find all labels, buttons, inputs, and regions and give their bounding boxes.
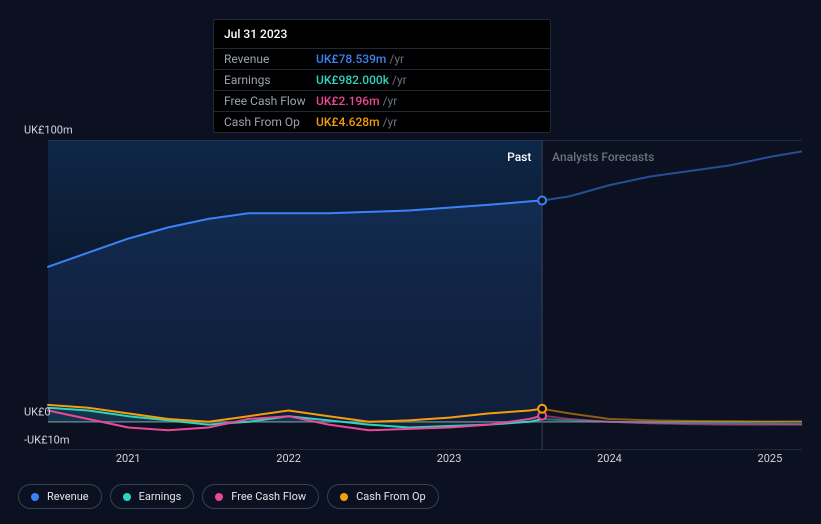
- legend-label: Free Cash Flow: [231, 490, 306, 503]
- tooltip-unit: /yr: [389, 52, 404, 66]
- financials-chart: Jul 31 2023 RevenueUK£78.539m/yrEarnings…: [0, 0, 821, 524]
- tooltip-row: RevenueUK£78.539m/yr: [214, 49, 550, 69]
- tooltip-value: UK£2.196m: [316, 94, 380, 108]
- y-axis-label: UK£100m: [24, 124, 73, 137]
- tooltip-label: Earnings: [224, 73, 316, 87]
- tooltip-unit: /yr: [392, 73, 407, 87]
- tooltip-row: EarningsUK£982.000k/yr: [214, 69, 550, 90]
- legend-swatch: [340, 493, 348, 501]
- x-axis-label: 2022: [276, 452, 301, 465]
- legend-label: Earnings: [139, 490, 182, 503]
- legend-label: Revenue: [47, 490, 89, 503]
- x-axis-label: 2024: [597, 452, 622, 465]
- legend-item-cash-from-op[interactable]: Cash From Op: [327, 484, 439, 509]
- tooltip-unit: /yr: [383, 115, 398, 129]
- plot-area[interactable]: Past Analysts Forecasts UK£100mUK£0-UK£1…: [18, 140, 802, 450]
- legend-label: Cash From Op: [356, 490, 426, 503]
- tooltip-date: Jul 31 2023: [214, 20, 550, 49]
- legend-item-free-cash-flow[interactable]: Free Cash Flow: [202, 484, 319, 509]
- forecast-label: Analysts Forecasts: [552, 150, 654, 164]
- chart-tooltip: Jul 31 2023 RevenueUK£78.539m/yrEarnings…: [213, 19, 551, 133]
- tooltip-row: Free Cash FlowUK£2.196m/yr: [214, 90, 550, 111]
- tooltip-label: Revenue: [224, 52, 316, 66]
- tooltip-value: UK£982.000k: [316, 73, 389, 87]
- y-axis-label: -UK£10m: [24, 434, 69, 447]
- chart-legend: Revenue Earnings Free Cash Flow Cash From O…: [18, 484, 439, 509]
- x-axis-label: 2025: [758, 452, 783, 465]
- chart-svg: [18, 140, 802, 450]
- legend-swatch: [31, 493, 39, 501]
- tooltip-label: Cash From Op: [224, 115, 316, 129]
- tooltip-value: UK£78.539m: [316, 52, 386, 66]
- past-label: Past: [507, 150, 531, 164]
- legend-item-revenue[interactable]: Revenue: [18, 484, 102, 509]
- x-axis-label: 2023: [437, 452, 462, 465]
- legend-swatch: [215, 493, 223, 501]
- legend-swatch: [123, 493, 131, 501]
- tooltip-value: UK£4.628m: [316, 115, 380, 129]
- tooltip-unit: /yr: [383, 94, 398, 108]
- tooltip-row: Cash From OpUK£4.628m/yr: [214, 111, 550, 132]
- x-axis-label: 2021: [116, 452, 141, 465]
- y-axis-label: UK£0: [24, 405, 51, 418]
- tooltip-label: Free Cash Flow: [224, 94, 316, 108]
- legend-item-earnings[interactable]: Earnings: [110, 484, 195, 509]
